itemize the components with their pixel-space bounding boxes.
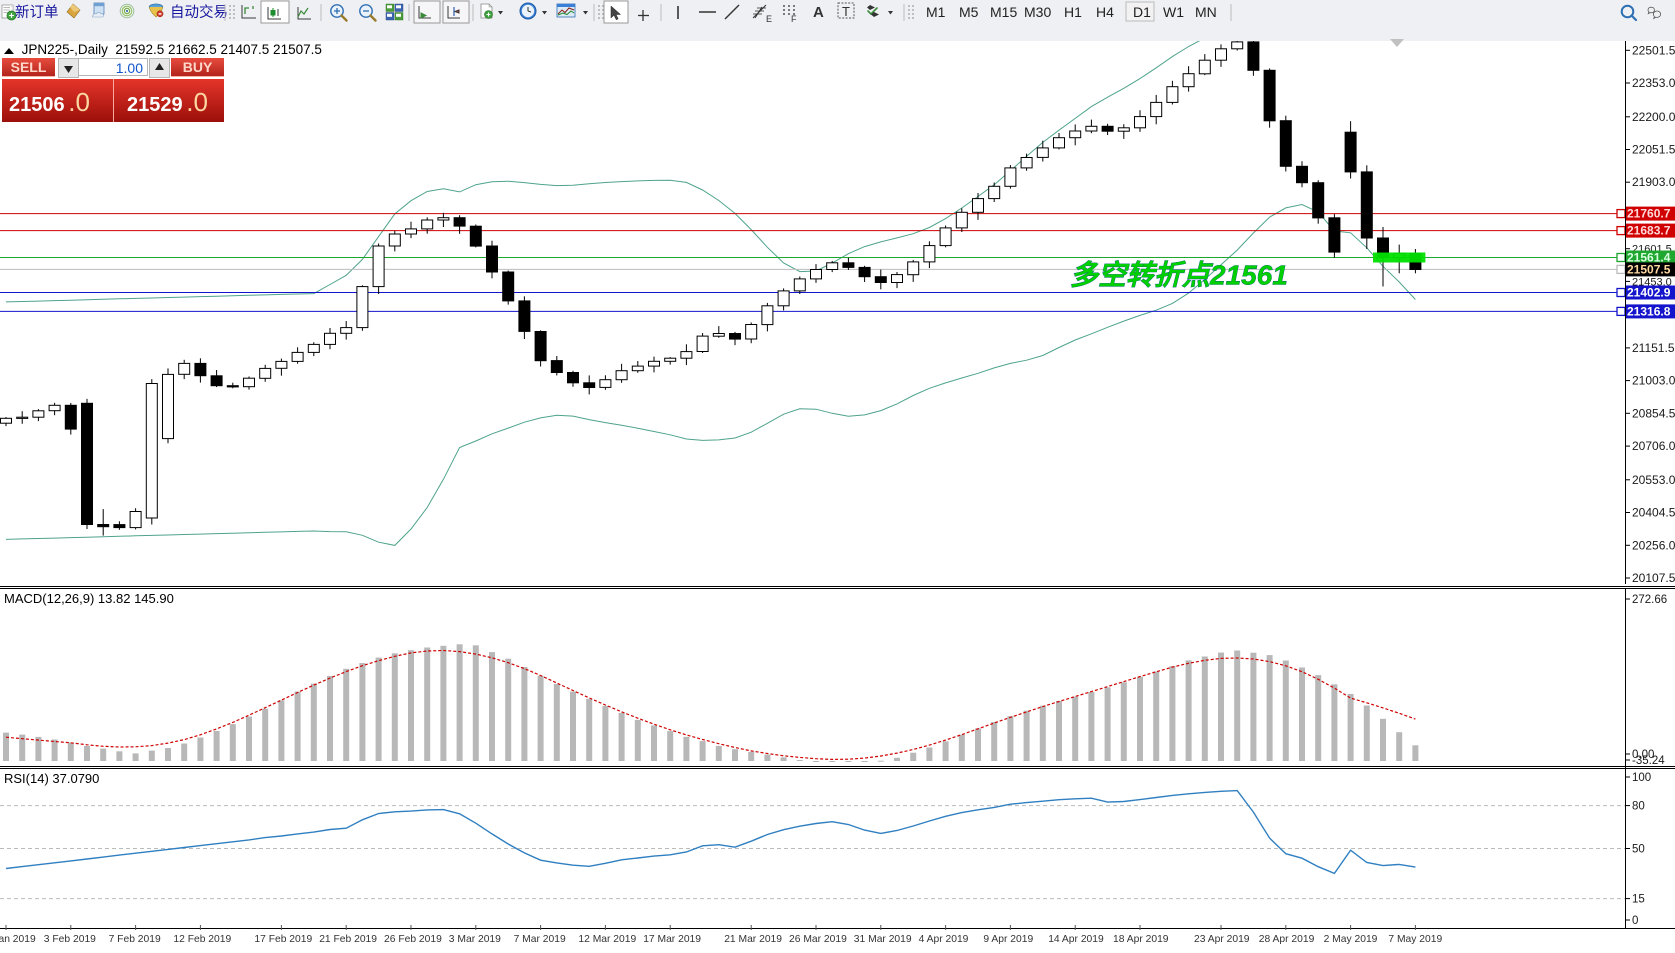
svg-text:23 Apr 2019: 23 Apr 2019 bbox=[1194, 934, 1250, 945]
svg-text:28 Apr 2019: 28 Apr 2019 bbox=[1259, 934, 1315, 945]
svg-text:3 Mar 2019: 3 Mar 2019 bbox=[449, 934, 501, 945]
svg-text:22200.0: 22200.0 bbox=[1632, 110, 1675, 124]
svg-text:26 Mar 2019: 26 Mar 2019 bbox=[789, 934, 847, 945]
svg-text:21 Mar 2019: 21 Mar 2019 bbox=[724, 934, 782, 945]
svg-text:20706.0: 20706.0 bbox=[1632, 439, 1675, 453]
svg-text:A: A bbox=[813, 4, 824, 21]
svg-text:17 Mar 2019: 17 Mar 2019 bbox=[643, 934, 701, 945]
svg-text:3 Feb 2019: 3 Feb 2019 bbox=[44, 934, 96, 945]
svg-text:22501.5: 22501.5 bbox=[1632, 43, 1675, 57]
svg-text:26 Feb 2019: 26 Feb 2019 bbox=[384, 934, 442, 945]
svg-text:4 Apr 2019: 4 Apr 2019 bbox=[919, 934, 969, 945]
svg-text:18 Apr 2019: 18 Apr 2019 bbox=[1113, 934, 1169, 945]
svg-text:自动交易: 自动交易 bbox=[170, 3, 228, 21]
svg-text:21402.9: 21402.9 bbox=[1627, 286, 1671, 300]
svg-text:29 Jan 2019: 29 Jan 2019 bbox=[0, 934, 36, 945]
svg-text:20404.5: 20404.5 bbox=[1632, 506, 1675, 520]
svg-text:H4: H4 bbox=[1096, 4, 1114, 20]
svg-text:21 Feb 2019: 21 Feb 2019 bbox=[319, 934, 377, 945]
svg-text:21683.7: 21683.7 bbox=[1627, 224, 1671, 238]
svg-text:22353.0: 22353.0 bbox=[1632, 76, 1675, 90]
svg-text:14 Apr 2019: 14 Apr 2019 bbox=[1048, 934, 1104, 945]
svg-text:31 Mar 2019: 31 Mar 2019 bbox=[854, 934, 912, 945]
svg-text:M1: M1 bbox=[926, 4, 946, 20]
svg-text:7 Mar 2019: 7 Mar 2019 bbox=[514, 934, 566, 945]
svg-text:12 Mar 2019: 12 Mar 2019 bbox=[578, 934, 636, 945]
svg-text:20107.5: 20107.5 bbox=[1632, 571, 1675, 584]
svg-text:E: E bbox=[766, 14, 772, 24]
svg-text:21003.0: 21003.0 bbox=[1632, 374, 1675, 388]
svg-text:272.66: 272.66 bbox=[1632, 594, 1667, 606]
svg-text:M30: M30 bbox=[1024, 4, 1051, 20]
svg-text:F: F bbox=[791, 14, 797, 24]
svg-text:M5: M5 bbox=[959, 4, 979, 20]
svg-text:20256.0: 20256.0 bbox=[1632, 538, 1675, 552]
svg-text:7 May 2019: 7 May 2019 bbox=[1388, 934, 1442, 945]
svg-text:7 Feb 2019: 7 Feb 2019 bbox=[109, 934, 161, 945]
svg-text:20854.5: 20854.5 bbox=[1632, 406, 1675, 420]
svg-text:17 Feb 2019: 17 Feb 2019 bbox=[254, 934, 312, 945]
svg-text:21760.7: 21760.7 bbox=[1627, 207, 1671, 221]
svg-text:12 Feb 2019: 12 Feb 2019 bbox=[173, 934, 231, 945]
svg-text:新订单: 新订单 bbox=[15, 4, 59, 21]
svg-text:20553.0: 20553.0 bbox=[1632, 473, 1675, 487]
svg-text:100: 100 bbox=[1632, 772, 1651, 784]
svg-text:9 Apr 2019: 9 Apr 2019 bbox=[983, 934, 1033, 945]
svg-text:21151.5: 21151.5 bbox=[1632, 341, 1675, 355]
svg-text:22051.5: 22051.5 bbox=[1632, 143, 1675, 157]
svg-text:21507.5: 21507.5 bbox=[1627, 262, 1671, 276]
svg-text:H1: H1 bbox=[1064, 4, 1082, 20]
svg-text:50: 50 bbox=[1632, 844, 1645, 856]
svg-text:D1: D1 bbox=[1133, 4, 1151, 20]
svg-text:多空转折点21561: 多空转折点21561 bbox=[1070, 259, 1288, 290]
svg-text:W1: W1 bbox=[1163, 4, 1184, 20]
svg-text:T: T bbox=[842, 4, 850, 19]
svg-text:21903.0: 21903.0 bbox=[1632, 175, 1675, 189]
svg-text:15: 15 bbox=[1632, 894, 1645, 906]
svg-text:MN: MN bbox=[1195, 4, 1217, 20]
svg-text:M15: M15 bbox=[990, 4, 1017, 20]
svg-text:21316.8: 21316.8 bbox=[1627, 304, 1671, 318]
svg-text:2 May 2019: 2 May 2019 bbox=[1324, 934, 1378, 945]
svg-text:80: 80 bbox=[1632, 801, 1645, 813]
